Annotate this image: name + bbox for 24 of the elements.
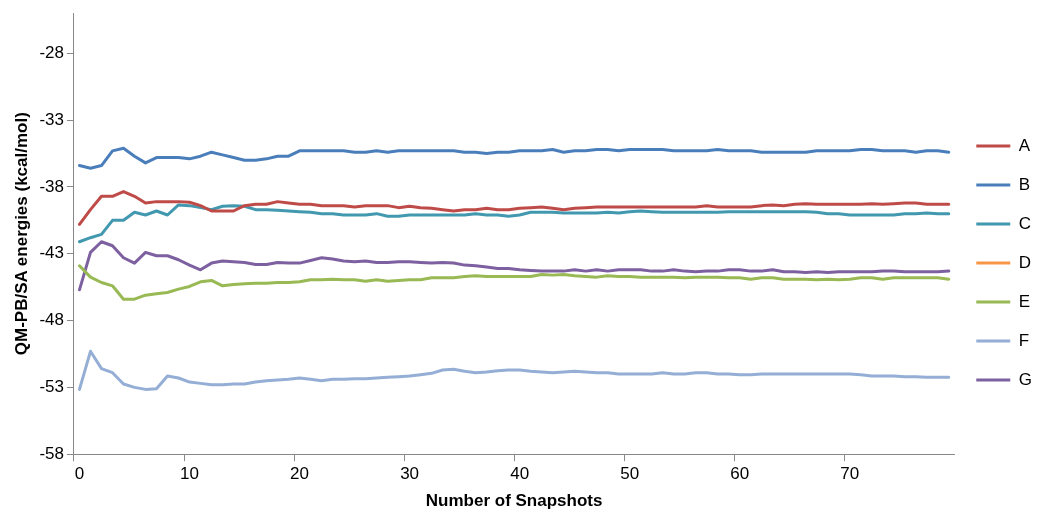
x-tick-label: 60 — [730, 464, 750, 484]
legend-label: E — [1018, 291, 1031, 311]
x-tick-label: 0 — [74, 464, 85, 484]
y-axis-title: QM-PB/SA energies (kcal/mol) — [11, 112, 31, 356]
x-tick-label: 20 — [290, 464, 310, 484]
x-tick-label: 40 — [510, 464, 530, 484]
legend-label: B — [1018, 174, 1031, 194]
y-tick-label: -53 — [39, 377, 64, 397]
legend-label: C — [1018, 213, 1032, 233]
y-tick-label: -58 — [39, 443, 64, 463]
y-tick-label: -28 — [39, 42, 64, 62]
y-tick-label: -48 — [39, 310, 64, 330]
x-tick-label: 10 — [180, 464, 199, 484]
x-tick-label: 70 — [840, 464, 860, 484]
legend-label: D — [1018, 252, 1032, 272]
y-tick-label: -43 — [39, 243, 64, 263]
legend-label: A — [1018, 135, 1031, 155]
x-axis-title: Number of Snapshots — [425, 491, 603, 511]
legend-label: F — [1018, 330, 1030, 350]
legend-label: G — [1018, 369, 1033, 389]
y-tick-label: -38 — [39, 176, 64, 196]
x-tick-label: 30 — [400, 464, 420, 484]
x-tick-label: 50 — [620, 464, 640, 484]
y-tick-label: -33 — [39, 109, 64, 129]
